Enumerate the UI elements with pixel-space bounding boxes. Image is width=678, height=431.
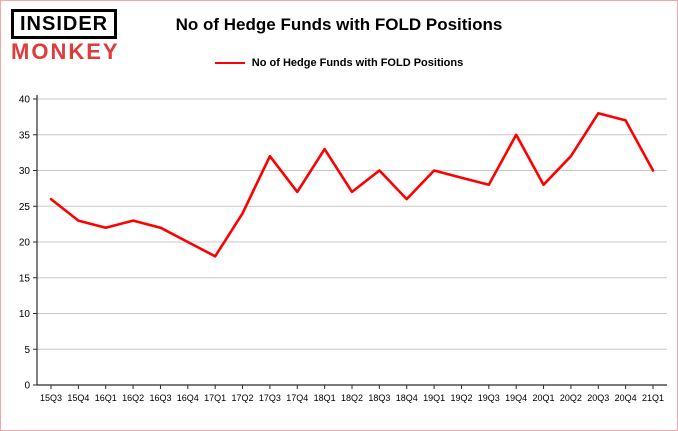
x-axis-label: 19Q3	[478, 393, 500, 403]
y-axis-label: 0	[24, 381, 30, 392]
title-wrap: No of Hedge Funds with FOLD Positions	[1, 15, 677, 35]
x-axis-label: 17Q1	[204, 393, 226, 403]
y-axis-label: 30	[19, 166, 31, 177]
x-axis-label: 16Q2	[122, 393, 144, 403]
x-axis-label: 16Q4	[177, 393, 199, 403]
x-axis-label: 18Q1	[314, 393, 336, 403]
x-axis-label: 20Q2	[560, 393, 582, 403]
legend-label: No of Hedge Funds with FOLD Positions	[251, 57, 464, 69]
line-chart-svg: 0 5 10 15 20 25 30 35 40 15Q3 15Q4 16Q1 16Q2 16Q3 16Q4…	[19, 95, 667, 403]
x-axis-label: 18Q3	[368, 393, 390, 403]
x-axis-label: 15Q3	[40, 393, 62, 403]
y-axis-label: 25	[19, 202, 31, 213]
x-axis-label: 19Q2	[450, 393, 472, 403]
x-axis-label: 17Q4	[286, 393, 308, 403]
x-axis-label: 16Q3	[149, 393, 171, 403]
chart-legend: No of Hedge Funds with FOLD Positions	[1, 57, 677, 69]
y-axis-label: 5	[24, 345, 30, 356]
data-line	[49, 111, 655, 258]
x-axis-label: 16Q1	[95, 393, 117, 403]
y-axis-label: 40	[19, 95, 31, 106]
y-axis-label: 15	[19, 273, 31, 284]
x-axis-label: 19Q4	[505, 393, 527, 403]
y-axis-label: 20	[19, 238, 31, 249]
legend-line-swatch	[214, 62, 245, 64]
x-axis-label: 18Q2	[341, 393, 363, 403]
x-axis-label: 20Q1	[533, 393, 555, 403]
x-axis-label: 18Q4	[396, 393, 418, 403]
x-axis-label: 20Q3	[587, 393, 609, 403]
plot-area: 0 5 10 15 20 25 30 35 40 15Q3 15Q4 16Q1 16Q2 16Q3 16Q4…	[1, 89, 677, 430]
logo-text-monkey: MONKEY	[11, 39, 120, 64]
chart-header: INSIDER MONKEY No of Hedge Funds with FO…	[1, 1, 677, 89]
y-axis-label: 35	[19, 130, 31, 141]
x-axis-label: 19Q1	[423, 393, 445, 403]
x-axis-label: 21Q1	[642, 393, 664, 403]
x-axis-label: 17Q2	[232, 393, 254, 403]
y-axis-label: 10	[19, 309, 31, 320]
x-axis-label: 20Q4	[615, 393, 637, 403]
insider-monkey-logo: INSIDER MONKEY	[11, 9, 120, 63]
x-axis-label: 15Q4	[67, 393, 89, 403]
logo-text-insider: INSIDER	[11, 9, 118, 39]
chart-title: No of Hedge Funds with FOLD Positions	[175, 15, 503, 34]
x-axis-label: 17Q3	[259, 393, 281, 403]
